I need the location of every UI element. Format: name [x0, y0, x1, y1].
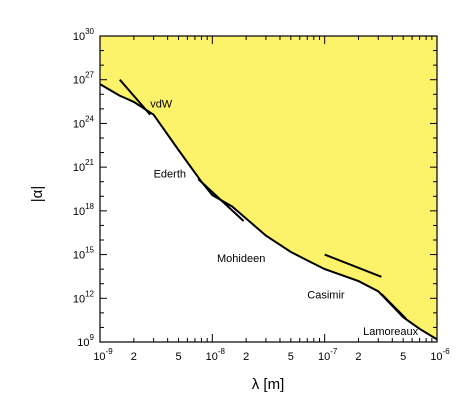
- experiment-line-casimir: [380, 293, 407, 320]
- y-tick-label: 1021: [73, 158, 95, 174]
- x-tick-label: 2: [355, 351, 361, 363]
- y-tick-label: 1018: [73, 202, 95, 218]
- y-tick-label: 1024: [73, 114, 95, 130]
- x-tick-label: 10-7: [318, 347, 338, 363]
- plot-area: 10-9 2 5 10-8 2 5 10-7 2 5 10-6 109 1012 1015 1018 102…: [73, 27, 450, 363]
- experiment-line-ederth: [197, 178, 245, 222]
- x-tick-label: 10-6: [430, 347, 450, 363]
- plot-frame: [99, 35, 438, 343]
- annotation-ederth: Ederth: [154, 168, 186, 180]
- y-tick-label: 1012: [73, 289, 95, 305]
- x-tick-label: 10-9: [93, 347, 113, 363]
- experiment-line-mohideen: [324, 253, 382, 278]
- x-axis-label: λ [m]: [252, 376, 285, 393]
- y-tick-label: 1027: [73, 71, 95, 87]
- y-axis-label: |α|: [29, 186, 46, 202]
- annotation-lamoreaux: Lamoreaux: [363, 326, 419, 338]
- experiment-line-vdw: [119, 79, 151, 116]
- x-tick-label: 5: [288, 351, 294, 363]
- annotation-casimir: Casimir: [307, 289, 345, 301]
- y-tick-label: 1030: [73, 27, 95, 43]
- y-tick-label: 1015: [73, 246, 95, 262]
- x-tick-label: 5: [175, 351, 181, 363]
- annotation-vdw: vdW: [150, 99, 173, 111]
- excluded-region: [100, 36, 437, 340]
- y-tick-label: 109: [77, 333, 94, 349]
- x-tick-label: 10-8: [206, 347, 226, 363]
- x-tick-label: 2: [131, 351, 137, 363]
- annotation-mohideen: Mohideen: [217, 253, 265, 265]
- x-tick-label: 5: [400, 351, 406, 363]
- x-tick-label: 2: [243, 351, 249, 363]
